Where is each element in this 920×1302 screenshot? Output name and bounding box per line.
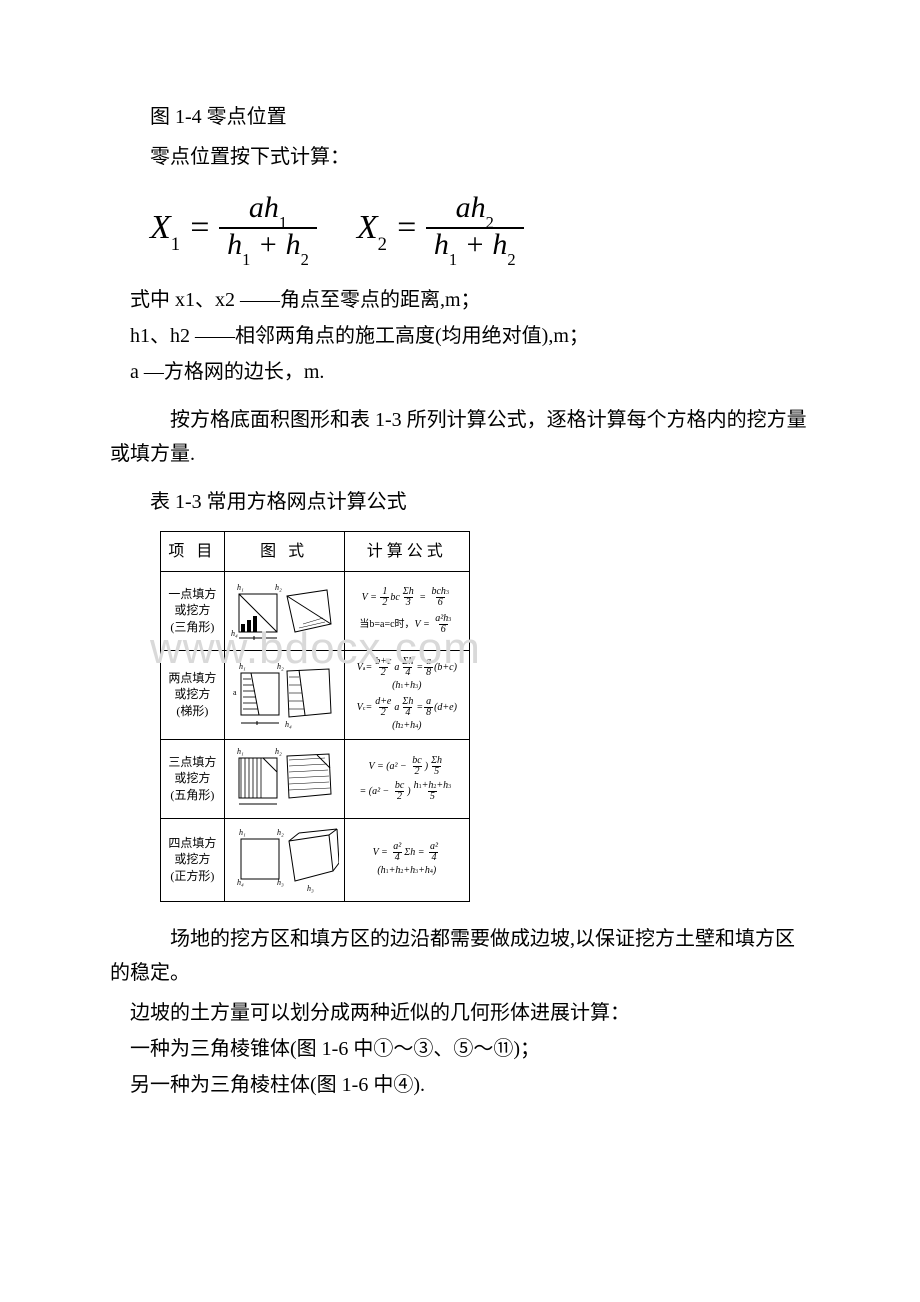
pentagon-diagram-icon: h₁ h₂ bbox=[229, 744, 339, 814]
row4-label: 四点填方或挖方 (正方形) bbox=[161, 818, 225, 901]
table-row: 四点填方或挖方 (正方形) h₁ h₂ h₄ h₃ bbox=[161, 818, 470, 901]
svg-text:h₄: h₄ bbox=[237, 878, 244, 887]
equation-x2: X2 = ah2 h1 + h2 bbox=[357, 192, 524, 265]
svg-text:h₁: h₁ bbox=[237, 583, 244, 592]
fraction-1: ah1 h1 + h2 bbox=[219, 192, 317, 265]
den2a: h bbox=[434, 228, 449, 261]
slope-para: 场地的挖方区和填方区的边沿都需要做成边坡,以保证挖方土壁和填方区的稳定。 bbox=[110, 922, 810, 990]
svg-text:h₁: h₁ bbox=[239, 662, 246, 671]
row3-diagram: h₁ h₂ bbox=[224, 739, 344, 818]
row1-formula: V = 12bcΣh3 = bch36 当b=a=c时，V = a²h36 bbox=[344, 571, 469, 650]
formula-table-wrap: 项 目 图 式 计算公式 一点填方或挖方 (三角形) bbox=[160, 531, 810, 902]
num1-sub: 1 bbox=[279, 213, 287, 232]
svg-text:h₁: h₁ bbox=[239, 828, 246, 837]
num2-sub: 2 bbox=[486, 213, 494, 232]
row2-label: 两点填方或挖方 (梯形) bbox=[161, 650, 225, 739]
lhs2-sub: 2 bbox=[378, 234, 387, 255]
where-h: h1、h2 ——相邻两角点的施工高度(均用绝对值),m； bbox=[130, 319, 810, 353]
den1a: h bbox=[227, 228, 242, 261]
row3-label: 三点填方或挖方 (五角形) bbox=[161, 739, 225, 818]
equals-sign: = bbox=[188, 199, 211, 257]
equals-sign-2: = bbox=[395, 199, 418, 257]
where-block: 式中 x1、x2 ——角点至零点的距离,m； h1、h2 ——相邻两角点的施工高… bbox=[130, 283, 810, 389]
th-formula: 计算公式 bbox=[344, 531, 469, 571]
fraction-2: ah2 h1 + h2 bbox=[426, 192, 524, 265]
where-a: a —方格网的边长，m. bbox=[130, 355, 810, 389]
equation-x1: X1 = ah1 h1 + h2 bbox=[150, 192, 317, 265]
den2b-sub: 2 bbox=[507, 250, 515, 269]
lhs1-sub: 1 bbox=[171, 234, 180, 255]
svg-text:a: a bbox=[233, 688, 237, 697]
slope-line3: 另一种为三角棱柱体(图 1-6 中④). bbox=[130, 1068, 810, 1102]
svg-text:h₂: h₂ bbox=[277, 662, 284, 671]
den1b-sub: 2 bbox=[301, 250, 309, 269]
svg-text:h₂: h₂ bbox=[275, 747, 282, 756]
den2-plus: + bbox=[457, 228, 492, 261]
svg-text:h₃: h₃ bbox=[307, 884, 314, 893]
svg-text:h₂: h₂ bbox=[275, 583, 282, 592]
formula-block: X1 = ah1 h1 + h2 X2 = ah2 h1 + h2 bbox=[150, 192, 810, 265]
table-row: 一点填方或挖方 (三角形) bbox=[161, 571, 470, 650]
table-row: 三点填方或挖方 (五角形) bbox=[161, 739, 470, 818]
table-intro-para: 按方格底面积图形和表 1-3 所列计算公式，逐格计算每个方格内的挖方量或填方量. bbox=[110, 403, 810, 471]
row1-label: 一点填方或挖方 (三角形) bbox=[161, 571, 225, 650]
svg-text:h₁: h₁ bbox=[237, 747, 244, 756]
table-caption: 表 1-3 常用方格网点计算公式 bbox=[110, 485, 810, 519]
den1-plus: + bbox=[250, 228, 285, 261]
row4-diagram: h₁ h₂ h₄ h₃ h₃ bbox=[224, 818, 344, 901]
den1a-sub: 1 bbox=[242, 250, 250, 269]
where-x: 式中 x1、x2 ——角点至零点的距离,m； bbox=[130, 283, 810, 317]
lhs1: X bbox=[150, 209, 171, 246]
slope-line2: 一种为三角棱锥体(图 1-6 中①～③、⑤～⑪)； bbox=[130, 1032, 810, 1066]
calc-intro-text: 零点位置按下式计算： bbox=[110, 140, 810, 174]
svg-text:h₃: h₃ bbox=[277, 878, 284, 887]
formula-table: 项 目 图 式 计算公式 一点填方或挖方 (三角形) bbox=[160, 531, 470, 902]
table-header-row: 项 目 图 式 计算公式 bbox=[161, 531, 470, 571]
slope-details: 边坡的土方量可以划分成两种近似的几何形体进展计算： 一种为三角棱锥体(图 1-6… bbox=[130, 996, 810, 1102]
row1-diagram: h₁ h₂ h₄ bbox=[224, 571, 344, 650]
trapezoid-diagram-icon: h₁ h₂ a h₄ bbox=[229, 655, 339, 735]
figure-caption: 图 1-4 零点位置 bbox=[110, 100, 810, 134]
svg-text:h₄: h₄ bbox=[231, 629, 238, 638]
den2a-sub: 1 bbox=[449, 250, 457, 269]
num1: ah bbox=[249, 191, 279, 224]
triangle-diagram-icon: h₁ h₂ h₄ bbox=[229, 576, 339, 646]
svg-text:h₂: h₂ bbox=[277, 828, 284, 837]
den1b: h bbox=[286, 228, 301, 261]
lhs2: X bbox=[357, 209, 378, 246]
slope-line1: 边坡的土方量可以划分成两种近似的几何形体进展计算： bbox=[130, 996, 810, 1030]
row2-diagram: h₁ h₂ a h₄ bbox=[224, 650, 344, 739]
num2: ah bbox=[456, 191, 486, 224]
row3-formula: V = (a² − bc2)Σh5 = (a² − bc2)h1+h2+h35 bbox=[344, 739, 469, 818]
row2-formula: Va=b+c2aΣh4=a8(b+c)(h1+h3) Vc=d+e2aΣh4=a… bbox=[344, 650, 469, 739]
svg-text:h₄: h₄ bbox=[285, 720, 292, 729]
th-diagram: 图 式 bbox=[224, 531, 344, 571]
square-diagram-icon: h₁ h₂ h₄ h₃ h₃ bbox=[229, 823, 339, 897]
den2b: h bbox=[492, 228, 507, 261]
th-item: 项 目 bbox=[161, 531, 225, 571]
table-row: 两点填方或挖方 (梯形) bbox=[161, 650, 470, 739]
row4-formula: V = a²4Σh = a²4(h1+h2+h3+h4) bbox=[344, 818, 469, 901]
